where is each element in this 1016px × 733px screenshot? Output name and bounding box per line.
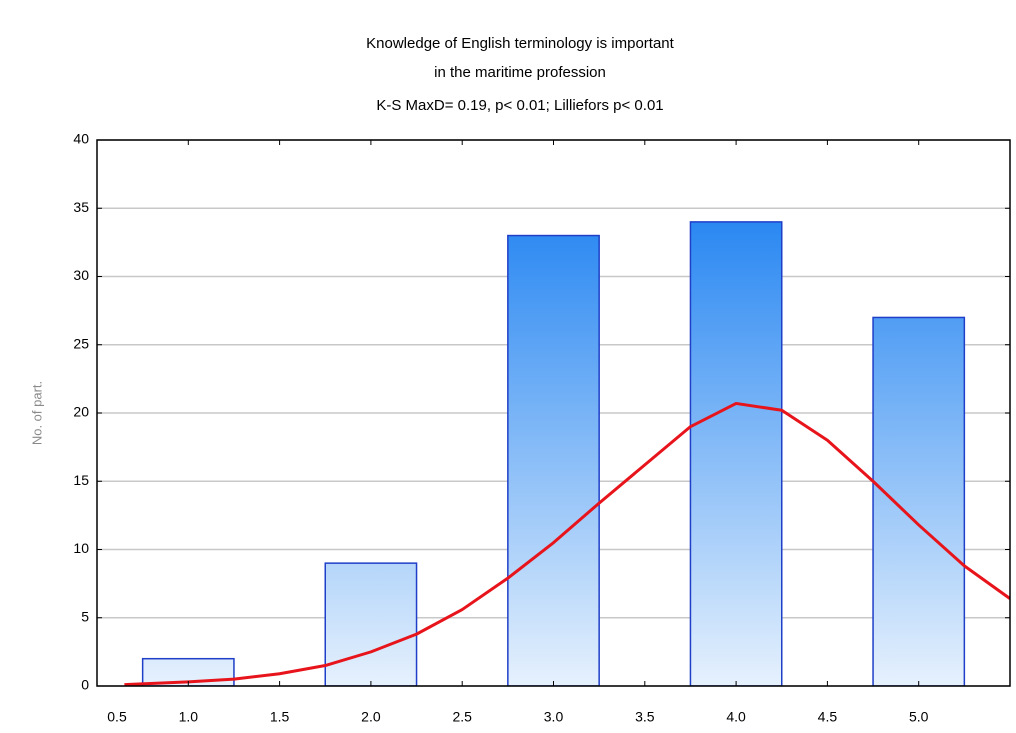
x-tick-label: 1.5	[270, 709, 290, 725]
chart-title: in the maritime profession	[434, 64, 606, 81]
y-tick-label: 30	[73, 267, 89, 283]
chart-subtitle: K-S MaxD= 0.19, p< 0.01; Lilliefors p< 0…	[376, 97, 663, 114]
y-tick-label: 20	[73, 404, 89, 420]
y-tick-label: 15	[73, 472, 89, 488]
x-tick-label: 4.5	[818, 709, 838, 725]
bar	[689, 221, 783, 686]
x-tick-label: 0.5	[107, 709, 127, 725]
bar	[872, 316, 966, 686]
bar	[507, 234, 600, 686]
axes: 0 5 10 15 20 25 30 35 40 0.5 1.0 1.5 2.0 2.5 3.0 3.5 4.0…	[73, 131, 1010, 725]
y-tick-label: 40	[73, 131, 89, 147]
x-tick-label: 2.5	[452, 709, 472, 725]
x-tick-label: 3.0	[544, 709, 564, 725]
y-tick-label: 10	[73, 540, 89, 556]
x-tick-label: 4.0	[726, 709, 746, 725]
bar	[324, 562, 418, 686]
plot-area	[124, 221, 1010, 686]
y-tick-label: 5	[81, 608, 89, 624]
chart-title: Knowledge of English terminology is impo…	[366, 35, 674, 52]
y-tick-label: 0	[81, 677, 89, 693]
y-tick-label: 35	[73, 199, 89, 215]
x-tick-label: 3.5	[635, 709, 655, 725]
y-tick-label: 25	[73, 335, 89, 351]
x-tick-label: 5.0	[909, 709, 929, 725]
fit-curve	[124, 401, 1010, 686]
y-axis-label: No. of part.	[29, 381, 44, 445]
x-tick-label: 2.0	[361, 709, 381, 725]
x-tick-label: 1.0	[179, 709, 199, 725]
